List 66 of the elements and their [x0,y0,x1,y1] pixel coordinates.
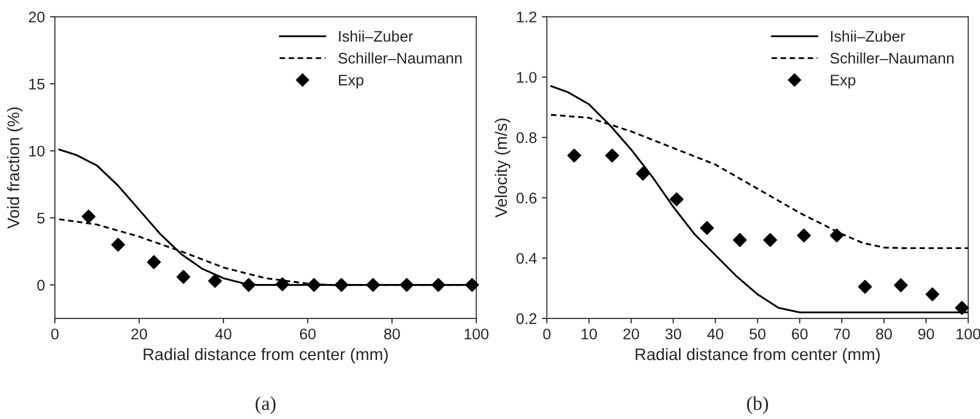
x-tick-label: 20 [131,328,148,340]
point [82,210,96,224]
x-tick-label: 60 [300,328,316,340]
y-tick-label: 0.2 [516,313,536,324]
text: (b) [747,396,768,414]
legend-label: Ishii–Zuber [339,30,414,42]
y-tick-label: 0 [37,280,45,291]
y-tick-label: 0.6 [516,192,536,204]
point [670,192,684,206]
x-tick-label: 100 [464,328,488,340]
x-tick-label: 0 [51,328,59,340]
legend-label: Schiller–Naumann [338,52,462,64]
x-axis-title: Radial distance from center (mm) [144,348,388,364]
x-tick-label: 20 [623,328,640,340]
point [955,300,969,315]
y-tick-label: 1.2 [517,12,536,22]
point [763,233,778,247]
legend-label: Schiller–Naumann [830,52,954,64]
point [567,148,582,162]
point [334,278,348,292]
point [208,274,222,288]
point [858,280,872,294]
point [400,278,414,292]
point [176,270,190,284]
point [605,148,620,162]
point [732,233,747,247]
legend-label: Exp [830,74,856,89]
x-tick-label: 100 [956,328,980,340]
y-tick-label: 10 [29,146,45,157]
y-tick-label: 0.4 [516,252,537,264]
point [111,238,125,252]
x-tick-label: 80 [384,328,400,340]
point [465,278,479,292]
x-tick-label: 60 [792,328,808,340]
x-tick-label: 90 [918,328,934,340]
point [894,278,908,292]
y-tick-label: 15 [29,78,45,90]
point [366,278,380,292]
y-tick-label: 20 [28,12,45,22]
point [700,221,714,235]
x-tick-label: 80 [876,328,892,340]
y-axis-title: Velocity (m/s) [494,118,510,218]
x-tick-label: 40 [215,328,232,340]
point [242,278,256,292]
x-tick-label: 70 [834,328,850,340]
x-tick-label: 50 [750,328,766,340]
point [796,228,811,242]
point [431,278,446,292]
x-tick-label: 10 [582,328,597,340]
y-tick-label: 1.0 [517,72,537,83]
y-tick-label: 5 [37,212,45,224]
point [147,255,161,270]
point [276,277,290,292]
y-tick-label: 0.8 [516,132,536,144]
point [307,278,321,292]
legend-label: Exp [338,74,364,89]
x-tick-label: 0 [543,328,550,340]
point [830,228,844,242]
x-tick-label: 30 [665,328,682,340]
legend-label: Ishii–Zuber [831,30,905,42]
point [926,287,940,302]
x-tick-label: 40 [707,328,724,340]
text: (a) [256,396,276,414]
y-axis-title: Void fraction (%) [7,107,23,229]
point [636,166,650,181]
x-axis-title: Radial distance from center (mm) [636,348,880,364]
